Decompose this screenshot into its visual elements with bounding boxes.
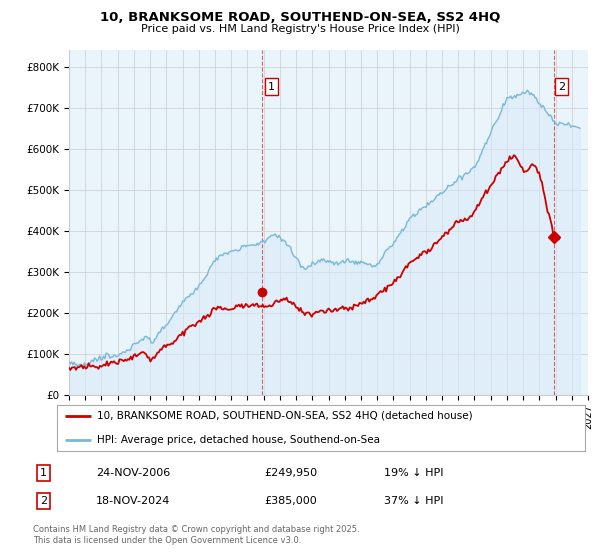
Text: Contains HM Land Registry data © Crown copyright and database right 2025.
This d: Contains HM Land Registry data © Crown c… xyxy=(33,525,359,545)
Text: 10, BRANKSOME ROAD, SOUTHEND-ON-SEA, SS2 4HQ (detached house): 10, BRANKSOME ROAD, SOUTHEND-ON-SEA, SS2… xyxy=(97,411,472,421)
Text: 24-NOV-2006: 24-NOV-2006 xyxy=(96,468,170,478)
Text: 19% ↓ HPI: 19% ↓ HPI xyxy=(384,468,443,478)
Text: 2: 2 xyxy=(40,496,47,506)
Text: Price paid vs. HM Land Registry's House Price Index (HPI): Price paid vs. HM Land Registry's House … xyxy=(140,24,460,34)
Text: 10, BRANKSOME ROAD, SOUTHEND-ON-SEA, SS2 4HQ: 10, BRANKSOME ROAD, SOUTHEND-ON-SEA, SS2… xyxy=(100,11,500,24)
Text: 1: 1 xyxy=(268,82,275,92)
Text: £385,000: £385,000 xyxy=(264,496,317,506)
Text: 1: 1 xyxy=(40,468,47,478)
Text: 37% ↓ HPI: 37% ↓ HPI xyxy=(384,496,443,506)
Text: £249,950: £249,950 xyxy=(264,468,317,478)
Text: 2: 2 xyxy=(558,82,565,92)
Text: 18-NOV-2024: 18-NOV-2024 xyxy=(96,496,170,506)
Text: HPI: Average price, detached house, Southend-on-Sea: HPI: Average price, detached house, Sout… xyxy=(97,435,380,445)
